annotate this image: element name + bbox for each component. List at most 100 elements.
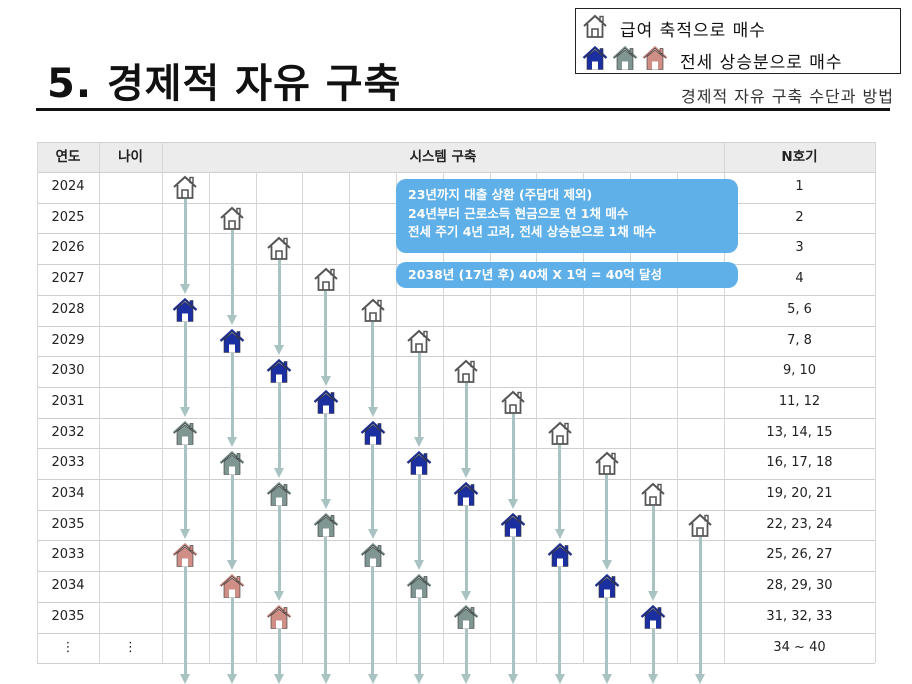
progression-arrow-line [464, 383, 468, 469]
table-header-n: N호기 [781, 149, 818, 165]
unit-number-cell: 9, 10 [782, 363, 817, 379]
table-col-divider [99, 142, 100, 664]
arrow-head-icon [180, 283, 191, 294]
unit-number-cell: 19, 20, 21 [766, 486, 833, 501]
arrow-head-icon [320, 674, 331, 684]
progression-arrow-line [324, 291, 328, 377]
table-header-age: 나이 [118, 149, 143, 165]
year-cell: 2033 [51, 455, 85, 471]
house-outline-icon [266, 235, 292, 261]
progression-arrow-line [324, 413, 328, 500]
progression-arrow-line [183, 199, 187, 285]
arrow-head-icon [227, 314, 238, 325]
progression-arrow-line [230, 598, 234, 676]
arrow-head-icon [367, 406, 378, 417]
house-outline-icon [594, 450, 620, 476]
table-top-border [37, 142, 875, 143]
arrow-head-icon [414, 560, 425, 571]
table-col-divider [536, 172, 538, 664]
house-outline-icon [547, 420, 573, 446]
progression-arrow-line [511, 536, 515, 676]
house-outline-icon [582, 13, 608, 43]
table-row-divider [37, 540, 875, 542]
progression-arrow-line [277, 383, 281, 469]
progression-arrow-line [651, 506, 655, 592]
arrow-head-icon [227, 560, 238, 571]
arrow-head-icon [367, 529, 378, 540]
year-cell: 2033 [51, 547, 85, 563]
progression-arrow-line [230, 475, 234, 562]
table-row-divider [37, 479, 875, 480]
arrow-head-icon [274, 345, 284, 356]
table-row-divider [37, 417, 875, 419]
progression-arrow-line [277, 506, 281, 592]
arrow-head-icon [180, 406, 191, 417]
table-row-divider [37, 509, 875, 511]
table-col-divider [489, 172, 491, 664]
house-outline-icon [313, 266, 339, 292]
arrow-head-icon [414, 437, 425, 448]
unit-number-cell: 2 [795, 209, 804, 225]
table-col-divider [676, 172, 678, 664]
progression-arrow-line [417, 598, 421, 676]
callout-goal: 2038년 (17년 후) 40채 X 1억 = 40억 달성 [396, 262, 738, 288]
year-cell: 2034 [51, 486, 85, 501]
arrow-head-icon [227, 437, 238, 448]
house-outline-icon [172, 174, 198, 200]
table-row-divider [37, 356, 875, 358]
house-blue-icon [406, 450, 432, 476]
table-row-divider [37, 601, 875, 603]
callout-line-1: 23년까지 대출 상환 (주담대 제외) [408, 187, 593, 202]
progression-arrow-line [277, 628, 281, 676]
progression-arrow-line [464, 506, 468, 592]
table-header-system: 시스템 구축 [409, 149, 477, 165]
house-blue-icon [582, 45, 608, 75]
house-blue-icon [453, 481, 479, 507]
unit-number-cell: 25, 26, 27 [766, 547, 833, 563]
progression-arrow-line [605, 475, 609, 562]
progression-arrow-line [183, 321, 187, 408]
house-gray-icon [360, 542, 386, 568]
progression-arrow-line [464, 628, 468, 676]
house-gray-icon [406, 573, 432, 599]
table-col-divider [875, 142, 876, 664]
house-outline-icon [500, 389, 526, 415]
arrow-head-icon [601, 674, 612, 684]
table-row-divider [37, 386, 875, 388]
progression-arrow-line [417, 352, 421, 439]
table-row-divider [37, 325, 875, 327]
unit-number-cell: 13, 14, 15 [766, 424, 833, 440]
legend-label-jeonse: 전세 상승분으로 매수 [680, 52, 843, 73]
progression-arrow-line [230, 352, 234, 439]
house-pink-icon [219, 573, 245, 599]
unit-number-cell: 5, 6 [787, 301, 812, 317]
progression-arrow-line [371, 444, 375, 531]
year-cell: 2025 [51, 209, 85, 225]
table-col-divider [442, 172, 444, 664]
year-cell: 2034 [51, 578, 85, 594]
house-outline-icon [640, 481, 666, 507]
house-pink-icon [266, 604, 292, 630]
arrow-head-icon [648, 674, 659, 684]
table-header-year: 연도 [55, 149, 81, 165]
arrow-head-icon [274, 674, 284, 684]
house-gray-icon [172, 420, 198, 446]
page-title: 5. 경제적 자유 구축 [47, 61, 402, 107]
house-outline-icon [453, 358, 479, 384]
year-cell: 2035 [51, 608, 85, 624]
house-pink-icon [642, 45, 668, 75]
callout-line-3: 전세 주기 4년 고려, 전세 상승분으로 1채 매수 [408, 224, 657, 239]
year-cell: 2028 [51, 301, 85, 317]
legend-label-salary: 급여 축적으로 매수 [620, 20, 766, 41]
table-row-divider [37, 663, 875, 665]
progression-arrow-line [277, 260, 281, 347]
house-outline-icon [219, 205, 245, 231]
table-col-divider [349, 172, 351, 664]
legend-box: 급여 축적으로 매수 전세 상승분으로 매수 [575, 8, 901, 74]
year-cell: 2026 [51, 240, 85, 256]
progression-arrow-line [511, 413, 515, 500]
house-gray-icon [612, 45, 638, 75]
house-gray-icon [453, 604, 479, 630]
table-col-divider [162, 142, 163, 664]
